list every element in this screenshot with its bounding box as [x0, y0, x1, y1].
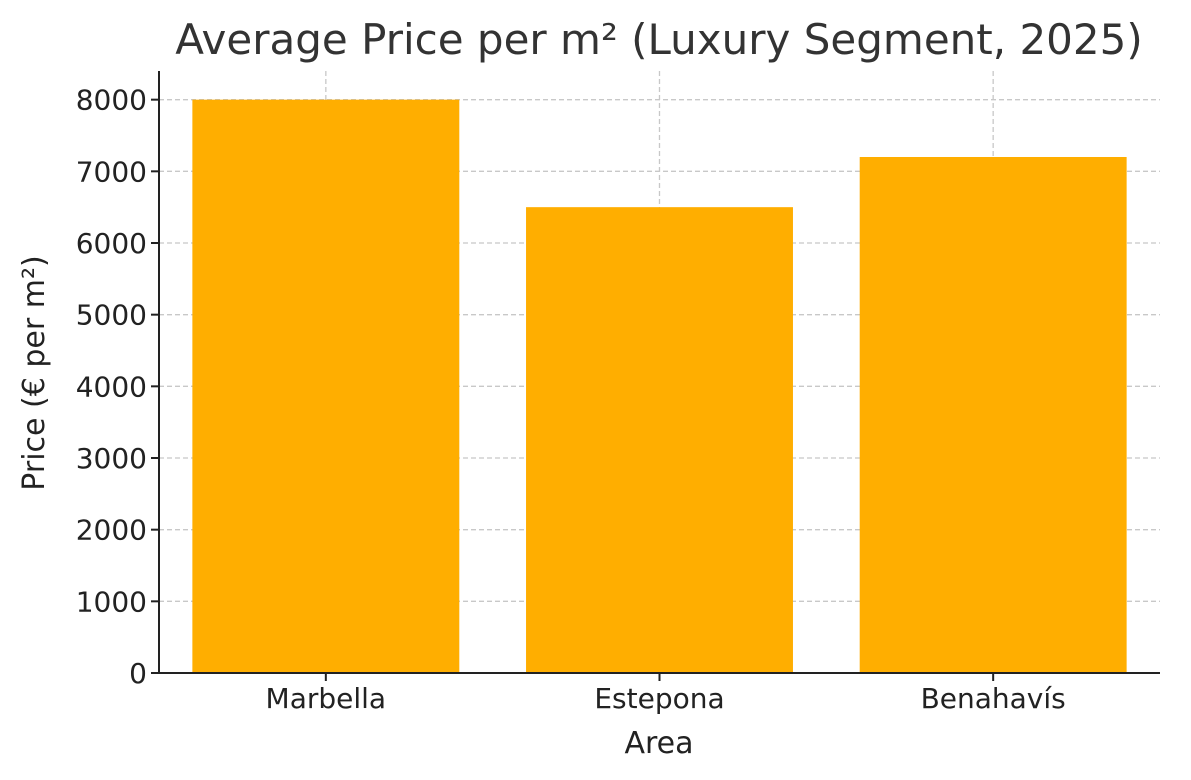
bar-estepona — [526, 207, 793, 673]
x-tick-label: Benahavís — [921, 682, 1066, 715]
x-axis-label: Area — [624, 726, 693, 761]
y-tick-label: 3000 — [76, 442, 147, 475]
y-tick-label: 1000 — [76, 585, 147, 618]
bar-benahavís — [859, 157, 1127, 673]
y-axis-ticks: 0 1000 2000 3000 4000 5000 6000 7000 8000 — [76, 84, 159, 690]
y-tick-label: 2000 — [76, 514, 147, 547]
y-tick-label: 8000 — [76, 84, 147, 117]
y-tick-label: 7000 — [76, 155, 147, 188]
bar-marbella — [192, 99, 460, 673]
chart-title: Average Price per m² (Luxury Segment, 20… — [175, 15, 1142, 64]
x-axis-ticks: Marbella Estepona Benahavís — [266, 673, 1066, 715]
y-tick-label: 4000 — [76, 370, 147, 403]
bars — [192, 99, 1127, 673]
y-tick-label: 6000 — [76, 227, 147, 260]
x-tick-label: Estepona — [594, 682, 724, 715]
x-tick-label: Marbella — [266, 682, 387, 715]
y-tick-label: 5000 — [76, 299, 147, 332]
y-tick-label: 0 — [129, 657, 147, 690]
y-axis-label: Price (€ per m²) — [17, 255, 52, 490]
